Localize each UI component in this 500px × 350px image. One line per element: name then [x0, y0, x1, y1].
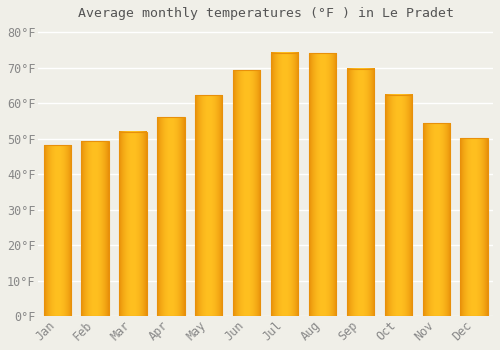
Bar: [44, 145, 71, 316]
Bar: [460, 138, 487, 316]
Bar: [82, 141, 108, 316]
Bar: [347, 69, 374, 316]
Bar: [309, 53, 336, 316]
Bar: [384, 95, 412, 316]
Bar: [157, 118, 184, 316]
Bar: [195, 96, 222, 316]
Bar: [422, 124, 450, 316]
Bar: [120, 132, 146, 316]
Bar: [233, 70, 260, 316]
Title: Average monthly temperatures (°F ) in Le Pradet: Average monthly temperatures (°F ) in Le…: [78, 7, 454, 20]
Bar: [271, 52, 298, 316]
